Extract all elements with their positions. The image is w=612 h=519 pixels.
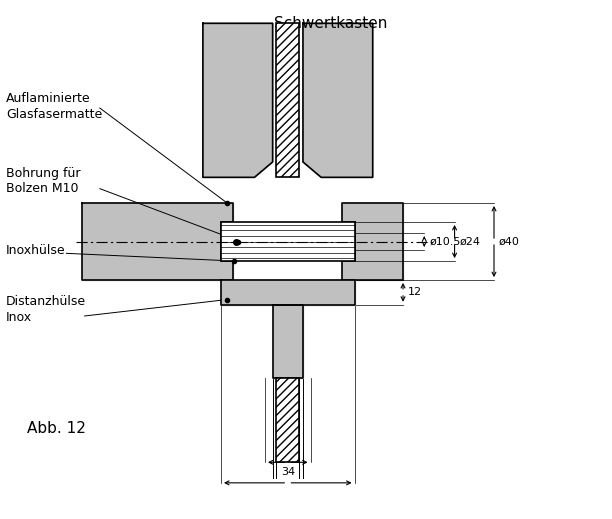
Polygon shape bbox=[272, 305, 303, 378]
Text: Glasfasermatte: Glasfasermatte bbox=[6, 108, 102, 121]
Text: Bolzen M10: Bolzen M10 bbox=[6, 182, 78, 195]
Text: Distanzhülse: Distanzhülse bbox=[6, 295, 86, 308]
Bar bbox=[276, 378, 299, 462]
Text: ø10.5: ø10.5 bbox=[429, 237, 460, 247]
Text: 5: 5 bbox=[285, 405, 291, 416]
Text: 12: 12 bbox=[281, 447, 295, 457]
Polygon shape bbox=[303, 23, 373, 177]
Polygon shape bbox=[81, 203, 233, 280]
Text: 34: 34 bbox=[281, 467, 295, 477]
Polygon shape bbox=[203, 23, 272, 177]
Text: ø24: ø24 bbox=[460, 237, 480, 247]
Text: 12: 12 bbox=[408, 288, 422, 297]
Polygon shape bbox=[342, 203, 403, 280]
Text: 8: 8 bbox=[284, 426, 291, 436]
Text: Auflaminierte: Auflaminierte bbox=[6, 92, 91, 105]
Text: Abb. 12: Abb. 12 bbox=[27, 421, 86, 436]
Text: Schwertkasten: Schwertkasten bbox=[274, 16, 387, 31]
Text: Inoxhülse: Inoxhülse bbox=[6, 244, 65, 257]
Bar bbox=[276, 23, 299, 177]
Bar bbox=[221, 222, 354, 261]
Polygon shape bbox=[221, 280, 354, 305]
Text: ø40: ø40 bbox=[499, 237, 520, 247]
Text: Inox: Inox bbox=[6, 311, 32, 324]
Text: Bohrung für: Bohrung für bbox=[6, 167, 80, 180]
